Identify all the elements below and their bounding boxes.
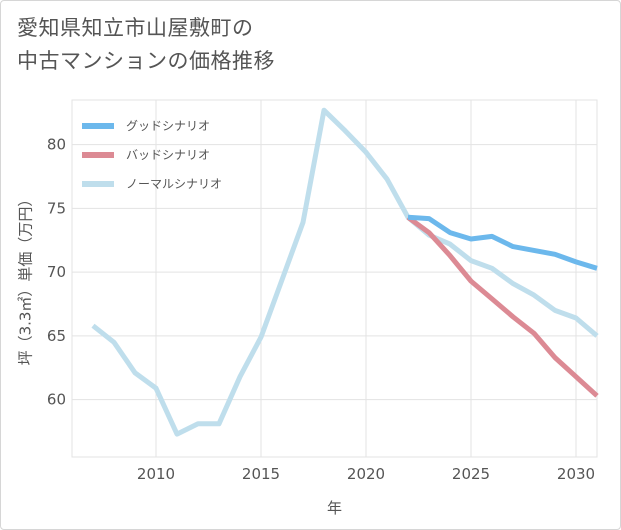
series-line-0 [407, 214, 598, 271]
x-axis-title: 年 [327, 499, 342, 517]
x-tick-label: 2015 [242, 465, 280, 483]
y-tick-label: 75 [47, 199, 66, 217]
y-tick-label: 65 [47, 327, 66, 345]
x-tick-label: 2010 [137, 465, 175, 483]
series-line-2 [91, 107, 599, 437]
series-line-1 [406, 215, 599, 398]
plot-border [71, 99, 598, 458]
chart-title: 愛知県知立市山屋敷町の 中古マンションの価格推移 [17, 12, 275, 78]
legend-label: ノーマルシナリオ [126, 177, 222, 191]
legend-label: バッドシナリオ [126, 148, 210, 162]
y-axis-title: 坪（3.3㎡）単価（万円） [17, 192, 35, 366]
y-tick-label: 70 [47, 263, 66, 281]
x-tick-label: 2025 [452, 465, 490, 483]
y-tick-label: 80 [47, 136, 66, 154]
legend-label: グッドシナリオ [126, 119, 210, 133]
chart-title-line2: 中古マンションの価格推移 [17, 49, 275, 73]
y-tick-label: 60 [47, 391, 66, 409]
x-tick-label: 2020 [347, 465, 385, 483]
chart-title-line1: 愛知県知立市山屋敷町の [17, 16, 254, 40]
series-layer [91, 107, 599, 437]
grid-lines [71, 99, 598, 458]
x-tick-label: 2030 [557, 465, 595, 483]
axes: 2010 2015 2020 2025 2030 60 65 70 75 80 [47, 136, 595, 483]
